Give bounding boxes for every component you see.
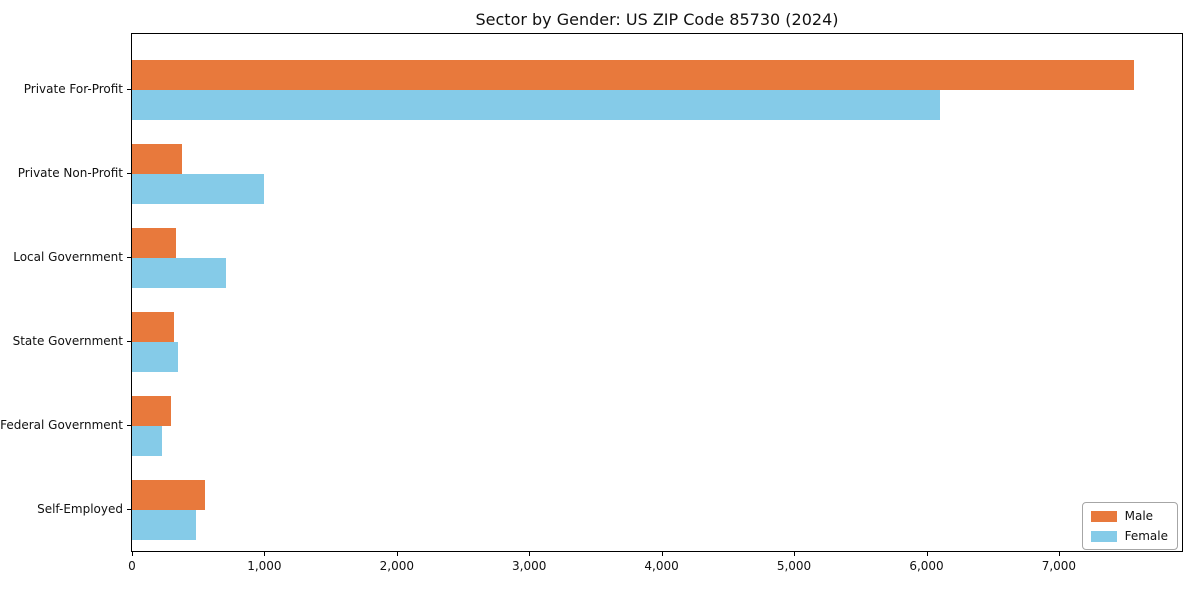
x-tick-mark	[132, 552, 133, 556]
bar-male-private-non-profit	[132, 144, 183, 174]
x-tick-mark	[264, 552, 266, 556]
x-tick-mark	[661, 552, 663, 556]
y-tick-mark	[127, 341, 131, 342]
chart-title: Sector by Gender: US ZIP Code 85730 (202…	[475, 10, 839, 29]
bar-male-local-government	[132, 228, 176, 258]
legend-swatch-male	[1090, 510, 1117, 522]
legend-item-female: Female	[1090, 529, 1168, 543]
legend-label-female: Female	[1124, 529, 1168, 543]
y-axis-label-private-for-profit: Private For-Profit	[23, 82, 123, 96]
x-tick-mark	[396, 552, 398, 556]
y-axis-label-state-government: State Government	[12, 334, 123, 348]
x-tick-label-2000: 2,000	[379, 559, 414, 573]
x-tick-label-0: 0	[128, 559, 136, 573]
x-tick-label-5000: 5,000	[776, 559, 812, 573]
plot-area: Male Female	[131, 33, 1183, 552]
bar-female-self-employed	[132, 510, 196, 540]
x-tick-label-3000: 3,000	[512, 559, 547, 573]
bar-male-state-government	[132, 312, 175, 342]
bar-female-local-government	[132, 258, 226, 288]
x-tick-label-1000: 1,000	[247, 559, 282, 573]
bar-male-self-employed	[132, 480, 205, 510]
y-axis-label-private-non-profit: Private Non-Profit	[17, 166, 123, 180]
x-tick-label-6000: 6,000	[909, 559, 944, 573]
x-tick-label-7000: 7,000	[1041, 559, 1077, 573]
bar-female-state-government	[132, 342, 179, 372]
bar-male-federal-government	[132, 396, 172, 426]
bar-female-private-for-profit	[132, 90, 940, 120]
x-tick-label-4000: 4,000	[644, 559, 679, 573]
bar-female-federal-government	[132, 426, 162, 456]
y-axis-label-local-government: Local Government	[13, 250, 123, 264]
y-axis-label-federal-government: Federal Government	[0, 418, 123, 432]
legend-swatch-female	[1090, 530, 1117, 542]
legend-item-male: Male	[1090, 509, 1168, 523]
y-axis-label-self-employed: Self-Employed	[37, 502, 123, 516]
x-tick-mark	[926, 552, 928, 556]
y-tick-mark	[127, 173, 131, 174]
legend-label-male: Male	[1124, 509, 1154, 523]
x-tick-mark	[1058, 552, 1060, 556]
y-tick-mark	[127, 257, 131, 258]
y-tick-mark	[127, 509, 131, 510]
x-tick-mark	[529, 552, 531, 556]
y-tick-mark	[127, 89, 131, 90]
x-tick-mark	[794, 552, 795, 556]
legend: Male Female	[1081, 502, 1178, 550]
bar-male-private-for-profit	[132, 60, 1134, 90]
bar-female-private-non-profit	[132, 174, 265, 204]
y-tick-mark	[127, 425, 131, 426]
